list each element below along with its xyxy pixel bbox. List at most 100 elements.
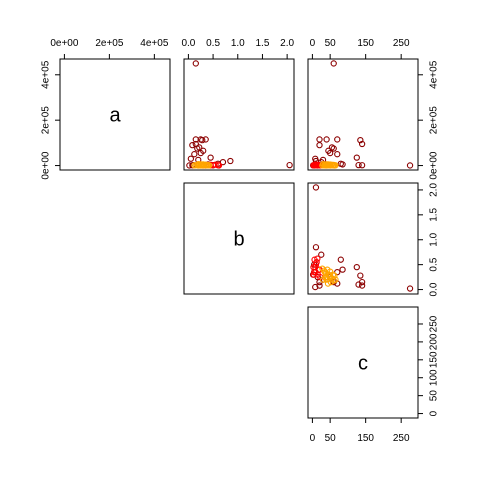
point-b-c-59 xyxy=(331,272,338,279)
point-a-c-12 xyxy=(353,154,360,161)
right-tick-label-b-3: 1.5 xyxy=(429,207,440,221)
point-a-b-56 xyxy=(197,162,204,169)
top-tick-label-b-4: 2.0 xyxy=(280,38,294,49)
point-a-c-39 xyxy=(310,162,317,169)
right-tick-label-c-4: 200 xyxy=(429,333,440,350)
top-tick-label-c-2: 150 xyxy=(357,38,374,49)
right-tick-label-c-0: 0 xyxy=(429,410,440,416)
point-a-c-58 xyxy=(323,162,330,169)
point-b-c-17 xyxy=(337,256,344,263)
point-a-b-38 xyxy=(215,162,223,169)
point-b-c-13 xyxy=(312,283,319,291)
point-a-b-57 xyxy=(203,162,210,169)
bottom-tick-label-c-1: 50 xyxy=(325,433,337,444)
panel-frame-b-b xyxy=(183,182,295,295)
point-b-c-57 xyxy=(326,268,334,275)
point-a-b-11 xyxy=(191,151,198,158)
point-a-c-6 xyxy=(316,141,323,149)
point-a-c-22 xyxy=(358,162,366,169)
panel-frame-a-c xyxy=(307,58,419,171)
right-tick-label-b-0: 0.0 xyxy=(429,282,440,296)
point-a-b-13 xyxy=(187,155,195,162)
point-b-c-55 xyxy=(324,280,332,287)
point-b-c-33 xyxy=(311,256,318,263)
point-b-c-21 xyxy=(355,281,362,288)
point-b-c-22 xyxy=(358,282,366,289)
point-a-b-12 xyxy=(207,154,214,161)
point-a-b-59 xyxy=(199,162,206,169)
point-a-c-59 xyxy=(331,162,338,169)
axis-tick-labels: 0e+00 2e+05 4e+05 0.0 0.5 1.0 1.5 2.0 0 50 150 250 0… xyxy=(41,38,440,444)
point-b-c-53 xyxy=(319,265,326,272)
panel-frame-b-c xyxy=(307,182,419,295)
point-b-c-15 xyxy=(312,244,320,251)
top-tick-label-b-0: 0.0 xyxy=(181,38,195,49)
top-tick-label-b-3: 1.5 xyxy=(255,38,269,49)
left-tick-label-a-0: 0e+00 xyxy=(41,151,52,180)
point-a-b-4 xyxy=(199,136,206,144)
point-a-c-8 xyxy=(330,145,337,152)
panel-frame-c-c xyxy=(307,306,419,419)
point-a-b-3 xyxy=(202,136,209,143)
point-a-b-8 xyxy=(194,145,201,152)
right-tick-label-b-1: 0.5 xyxy=(429,257,440,271)
point-b-c-16 xyxy=(318,251,325,258)
point-b-c-12 xyxy=(353,263,360,271)
right-tick-label-c-5: 250 xyxy=(429,315,440,332)
point-a-c-0 xyxy=(330,60,337,67)
right-tick-label-c-1: 50 xyxy=(429,390,440,402)
right-tick-label-c-3: 150 xyxy=(429,351,440,368)
top-tick-label-c-1: 50 xyxy=(325,38,337,49)
point-b-c-4 xyxy=(357,272,364,279)
top-tick-label-a-0: 0e+00 xyxy=(50,38,79,49)
left-tick-label-a-1: 2e+05 xyxy=(41,106,52,135)
point-a-c-2 xyxy=(323,136,330,143)
right-tick-label-a-2: 4e+05 xyxy=(429,60,440,89)
point-b-c-39 xyxy=(310,271,317,278)
diagonal-label-a: a xyxy=(109,105,121,127)
left-tick-label-a-2: 4e+05 xyxy=(41,60,52,89)
point-a-c-5 xyxy=(358,140,366,148)
point-a-b-20 xyxy=(286,161,293,169)
point-a-b-0 xyxy=(192,60,199,67)
bottom-tick-label-c-3: 250 xyxy=(393,433,410,444)
point-a-c-11 xyxy=(334,151,341,158)
point-a-b-53 xyxy=(205,162,213,169)
diagonal-label-c: c xyxy=(358,353,368,375)
point-a-b-15 xyxy=(227,157,234,165)
point-a-c-1 xyxy=(316,136,323,143)
point-a-c-18 xyxy=(339,161,346,168)
point-b-c-26 xyxy=(406,285,414,292)
point-b-c-35 xyxy=(310,263,317,271)
axis-ticks xyxy=(55,54,423,423)
panel-frame-a-b xyxy=(183,58,295,171)
top-tick-label-c-3: 250 xyxy=(393,38,410,49)
point-b-c-58 xyxy=(323,276,330,283)
point-b-c-18 xyxy=(339,266,346,273)
right-tick-label-a-0: 0e+00 xyxy=(429,151,440,180)
point-a-b-10 xyxy=(197,149,204,157)
point-a-c-21 xyxy=(355,161,362,169)
point-a-c-26 xyxy=(406,162,414,169)
diagonal-variable-labels: a b c xyxy=(109,105,368,375)
right-tick-label-c-2: 100 xyxy=(429,369,440,386)
point-a-c-57 xyxy=(326,162,334,169)
scatter-points xyxy=(186,60,414,292)
bottom-tick-label-c-0: 0 xyxy=(310,433,316,444)
point-b-c-20 xyxy=(312,184,320,191)
right-tick-label-b-4: 2.0 xyxy=(429,183,440,197)
diagonal-label-b: b xyxy=(233,229,244,251)
right-tick-label-a-1: 2e+05 xyxy=(429,106,440,135)
point-a-b-6 xyxy=(189,141,196,149)
right-tick-label-b-2: 1.0 xyxy=(429,232,440,246)
point-a-c-10 xyxy=(326,149,334,157)
point-a-c-3 xyxy=(334,136,341,143)
top-tick-label-b-2: 1.0 xyxy=(231,38,245,49)
top-tick-label-a-2: 4e+05 xyxy=(140,38,169,49)
point-b-c-52 xyxy=(332,276,339,283)
top-tick-label-b-1: 0.5 xyxy=(206,38,220,49)
top-tick-label-c-0: 0 xyxy=(310,38,316,49)
point-a-b-55 xyxy=(191,162,198,169)
point-b-c-38 xyxy=(314,255,321,262)
